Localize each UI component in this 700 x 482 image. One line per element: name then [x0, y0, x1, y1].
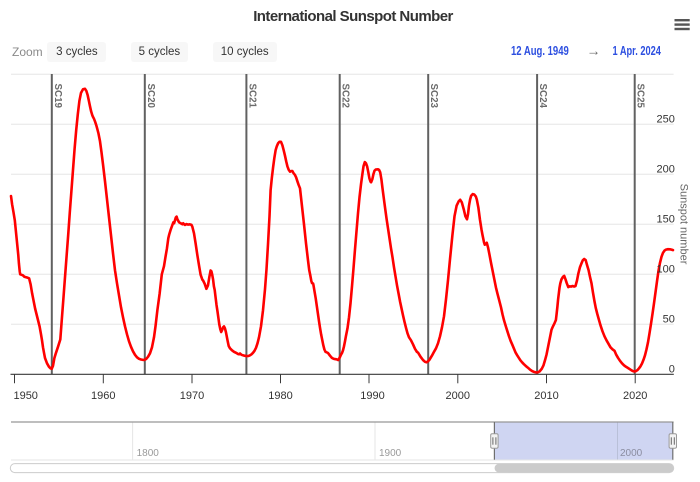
- svg-text:→: →: [587, 43, 601, 59]
- svg-text:SC22: SC22: [340, 84, 351, 109]
- svg-text:200: 200: [657, 163, 675, 175]
- svg-text:100: 100: [657, 263, 675, 275]
- svg-text:SC24: SC24: [537, 84, 548, 109]
- svg-text:2020: 2020: [623, 390, 647, 402]
- svg-text:1980: 1980: [268, 390, 292, 402]
- svg-text:1970: 1970: [180, 390, 204, 402]
- svg-text:250: 250: [657, 113, 675, 125]
- svg-text:1950: 1950: [13, 390, 37, 402]
- svg-text:1990: 1990: [360, 390, 384, 402]
- svg-text:Sunspot number: Sunspot number: [678, 184, 690, 265]
- svg-text:150: 150: [657, 213, 675, 225]
- svg-text:SC21: SC21: [246, 84, 257, 109]
- svg-text:12 Aug. 1949: 12 Aug. 1949: [511, 43, 569, 58]
- svg-text:SC23: SC23: [428, 84, 439, 109]
- svg-text:2000: 2000: [620, 448, 643, 459]
- svg-text:SC19: SC19: [52, 84, 63, 109]
- svg-text:1800: 1800: [137, 448, 160, 459]
- svg-text:SC20: SC20: [145, 84, 156, 109]
- svg-text:50: 50: [663, 313, 675, 325]
- svg-text:1 Apr. 2024: 1 Apr. 2024: [613, 43, 662, 58]
- svg-text:0: 0: [669, 363, 675, 375]
- svg-text:2000: 2000: [446, 390, 470, 402]
- svg-text:1900: 1900: [379, 448, 402, 459]
- svg-text:1960: 1960: [91, 390, 115, 402]
- svg-text:2010: 2010: [534, 390, 558, 402]
- svg-text:SC25: SC25: [635, 84, 646, 109]
